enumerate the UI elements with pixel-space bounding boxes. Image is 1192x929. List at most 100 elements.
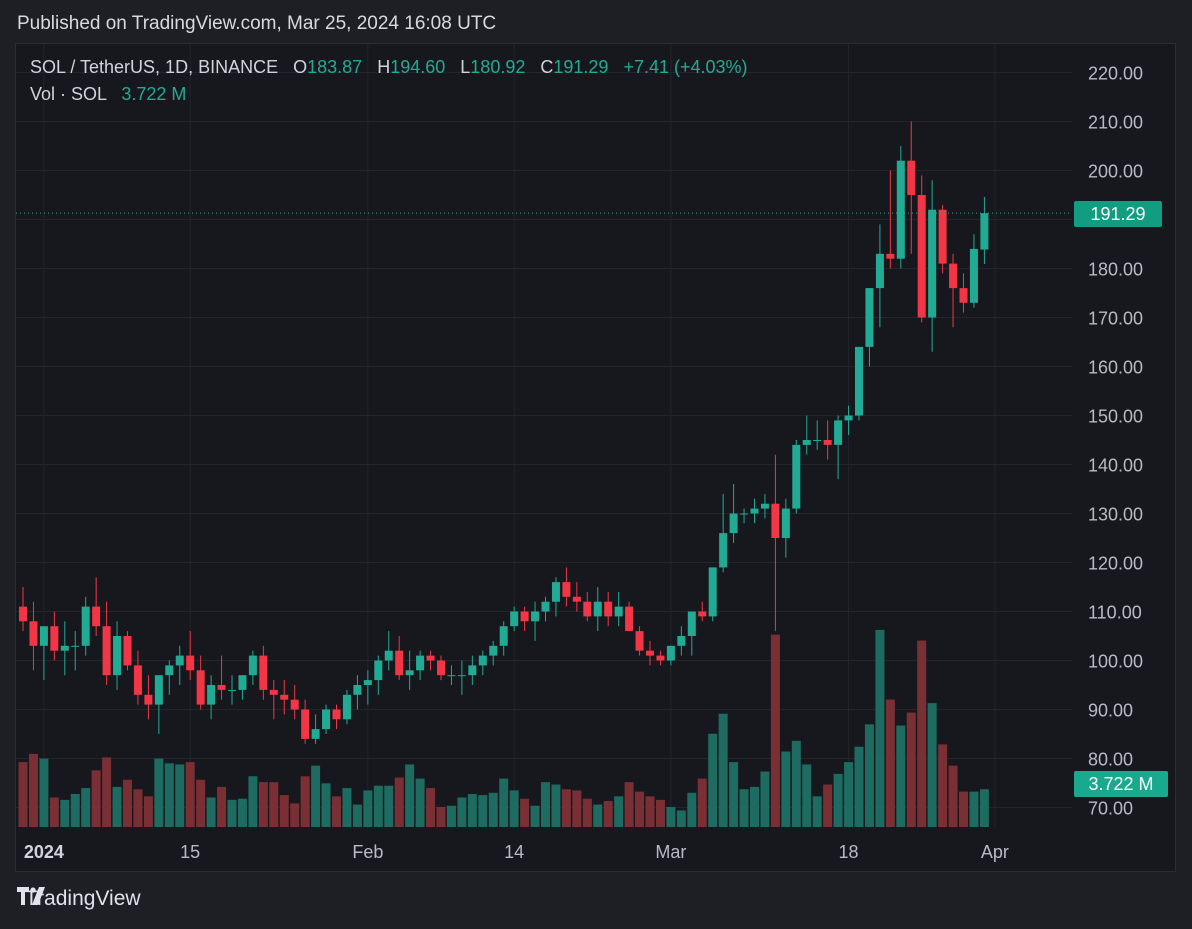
volume-bar [676,810,686,827]
y-tick-label: 150.00 [1088,407,1143,427]
candle-body [133,665,142,695]
candle-body [750,508,759,514]
volume-bar [593,804,603,827]
candle-body [646,650,654,656]
volume-bar [979,789,989,827]
y-tick-label: 70.00 [1088,799,1133,819]
volume-bar [697,778,707,827]
ohlc-row: SOL / TetherUS, 1D, BINANCE O183.87 H194… [30,57,748,84]
last-volume-tag: 3.722 M [1074,771,1168,797]
volume-bar [938,744,948,827]
candle-body [510,611,519,627]
low-label: L [460,57,471,77]
candle-body [238,675,247,690]
candle-body [834,420,843,445]
y-tick-label: 170.00 [1088,309,1143,329]
volume-bar [750,786,759,827]
x-tick-label: 18 [839,842,859,862]
candle-body [583,601,592,617]
candle-body [81,606,90,646]
candle-body [969,248,978,303]
candle-body [311,729,320,739]
x-tick-label: Feb [352,842,383,862]
candle-body [384,650,393,661]
volume-bar [551,784,561,827]
candle-body [980,213,989,250]
volume-bar [446,805,456,827]
y-tick-label: 180.00 [1088,260,1143,280]
candle-body [468,665,477,676]
volume-bar [363,790,373,827]
candle-body [447,675,456,677]
candle-body [802,440,811,445]
candle-body [666,645,675,661]
volume-bar [196,779,206,827]
close-label: C [540,57,554,77]
candle-body [207,685,216,705]
volume-bar [823,784,833,827]
candle-body [353,685,362,695]
candle-body [123,636,132,666]
volume-bar [49,797,59,827]
chart-panel[interactable] [15,43,1176,872]
candle-body [499,626,508,646]
volume-bar [415,778,425,827]
volume-bar [290,803,300,827]
candle-body [875,253,884,289]
candle-body [92,606,101,627]
candle-body [708,567,717,617]
volume-bar [405,764,415,827]
footer-brand[interactable]: TradingView [17,887,141,911]
candle-body [113,636,122,676]
low-value: 180.92 [470,57,526,77]
x-tick-label: 2024 [24,842,64,862]
candle-body [39,626,48,646]
volume-bar [133,789,143,827]
candle-body [165,665,174,676]
y-tick-label: 80.00 [1088,750,1133,770]
candle-body [781,508,790,538]
volume-bar [206,797,216,827]
candle-body [572,596,581,602]
y-tick-label: 220.00 [1088,64,1143,84]
candle-body [949,263,958,289]
volume-bar [603,801,613,827]
volume-bar [635,791,645,827]
volume-bar [781,751,791,827]
volume-bar [739,789,749,827]
volume-bar [927,703,937,827]
volume-value: 3.722 M [121,84,187,104]
candle-body [186,655,195,671]
volume-bar [352,804,362,827]
price-axis: 220.00210.00200.00190.00180.00170.00160.… [1088,64,1143,819]
volume-bar [457,797,467,827]
candle-body [395,650,404,676]
x-tick-label: 15 [180,842,200,862]
candle-body [332,709,341,720]
volume-bar [645,796,655,827]
volume-bar [91,770,101,827]
candle-body [196,670,205,705]
volume-bar [426,788,436,827]
volume-bar [666,806,676,827]
volume-bar [624,782,634,827]
brand-name: TradingView [25,887,141,910]
candle-body [280,694,289,700]
volume-bar [248,776,258,827]
volume-bar [311,765,321,827]
candle-body [102,626,111,676]
volume-bar [373,785,383,827]
candle-body [416,655,425,671]
volume-bar [864,724,874,827]
volume-bar [854,746,864,827]
symbol-label[interactable]: SOL / TetherUS, 1D, BINANCE [30,57,279,77]
candle-body [175,655,184,666]
volume-bar [436,806,446,827]
x-tick-label: Apr [981,842,1009,862]
y-tick-label: 90.00 [1088,701,1133,721]
volume-bar [342,788,352,827]
volume-bar [499,778,509,827]
candle-body [614,606,623,617]
volume-label[interactable]: Vol · SOL [30,84,107,104]
